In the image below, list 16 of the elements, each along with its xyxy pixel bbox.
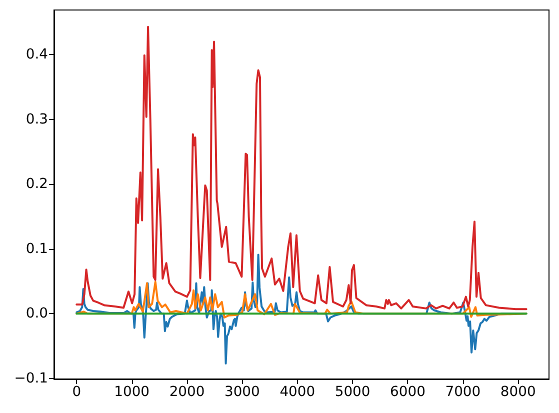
x-tick-label: 8000 xyxy=(500,384,536,400)
x-tick-label: 1000 xyxy=(114,384,150,400)
x-tick-label: 3000 xyxy=(224,384,260,400)
y-tick-label: 0.0 xyxy=(26,306,48,322)
x-tick-label: 4000 xyxy=(280,384,316,400)
y-tick-label: 0.4 xyxy=(26,46,48,63)
x-tick-label: 6000 xyxy=(390,384,426,400)
line-series xyxy=(76,26,528,310)
y-tick-label: 0.2 xyxy=(26,176,48,192)
x-tick-label: 2000 xyxy=(169,384,205,400)
x-tick-label: 5000 xyxy=(334,384,370,400)
x-tick-label: 7000 xyxy=(445,384,481,400)
y-tick-label: 0.1 xyxy=(26,240,48,257)
x-tick-label: 0 xyxy=(72,384,82,400)
y-tick-label: 0.3 xyxy=(26,111,48,128)
y-tick-label: −0.1 xyxy=(14,370,48,386)
